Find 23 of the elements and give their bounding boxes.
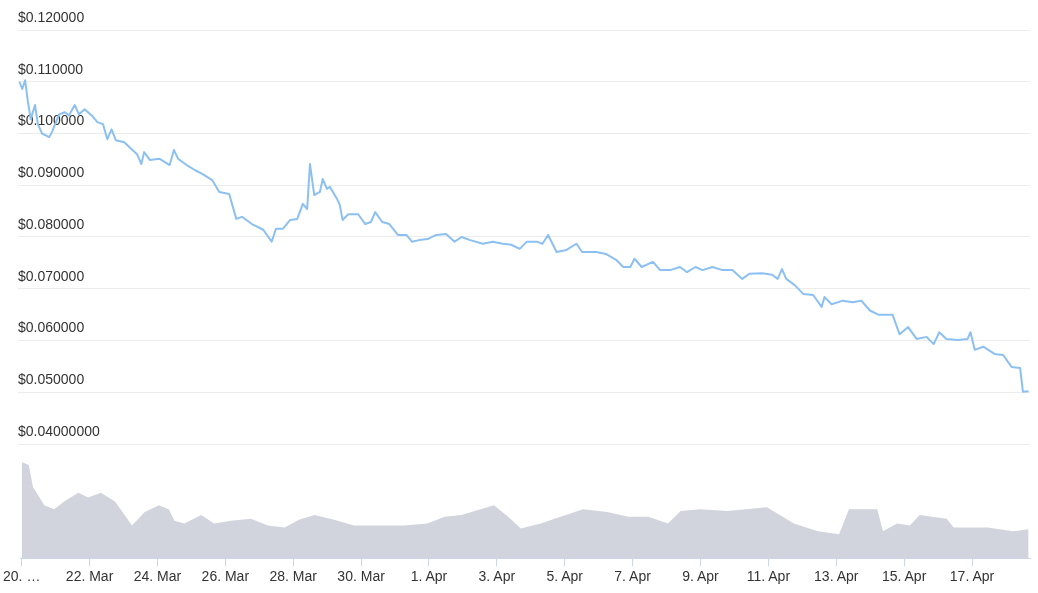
x-tick-label: 13. Apr xyxy=(814,568,859,585)
x-tick-label: 28. Mar xyxy=(269,568,318,585)
x-tick-label: 22. Mar xyxy=(65,568,114,585)
x-tick-label: 5. Apr xyxy=(546,568,584,585)
x-tick-label: 3. Apr xyxy=(478,568,516,585)
x-tick-label: 30. Mar xyxy=(337,568,386,585)
x-tick-label: 17. Apr xyxy=(949,568,995,585)
y-tick-label: $0.090000 xyxy=(18,164,85,181)
x-tick-label: 20. … xyxy=(3,568,41,585)
y-tick-label: $0.120000 xyxy=(18,8,85,25)
x-tick-label: 1. Apr xyxy=(410,568,448,585)
x-tick-label: 9. Apr xyxy=(682,568,720,585)
y-tick-label: $0.110000 xyxy=(18,60,84,77)
x-tick-label: 24. Mar xyxy=(133,568,182,585)
y-tick-label: $0.060000 xyxy=(18,319,85,336)
y-tick-label: $0.070000 xyxy=(18,267,85,284)
x-tick-label: 7. Apr xyxy=(614,568,652,585)
x-tick-label: 15. Apr xyxy=(881,568,927,585)
x-tick-label: 11. Apr xyxy=(746,568,791,585)
y-tick-label: $0.04000000 xyxy=(18,422,100,439)
x-tick-label: 26. Mar xyxy=(201,568,250,585)
y-tick-label: $0.050000 xyxy=(18,371,85,388)
y-tick-label: $0.080000 xyxy=(18,215,85,232)
